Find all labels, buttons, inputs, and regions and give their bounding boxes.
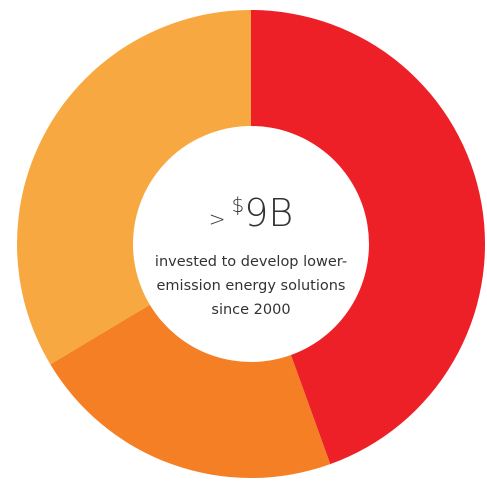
- headline: >$9B: [209, 191, 294, 235]
- headline-symbol: $: [231, 193, 244, 217]
- caption-line: since 2000: [211, 302, 290, 318]
- headline-figure: 9B: [244, 191, 293, 235]
- caption-line: invested to develop lower-: [155, 254, 347, 270]
- slice: [50, 304, 331, 478]
- slices: [16, 10, 486, 478]
- caption-line: emission energy solutions: [157, 278, 346, 294]
- slice: [251, 10, 486, 465]
- headline-prefix: >: [209, 207, 226, 231]
- slice: [16, 10, 251, 365]
